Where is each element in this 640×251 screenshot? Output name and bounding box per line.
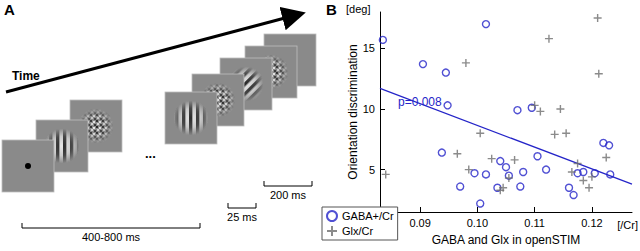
- svg-text:A: A: [4, 1, 15, 18]
- svg-text:Time: Time: [12, 69, 40, 83]
- svg-text:Orientation discrimination: Orientation discrimination: [346, 44, 360, 179]
- svg-text:15: 15: [363, 42, 375, 54]
- svg-text:GABA+/Cr: GABA+/Cr: [342, 210, 394, 222]
- svg-text:0.11: 0.11: [524, 217, 545, 229]
- svg-text:0.12: 0.12: [581, 217, 602, 229]
- svg-text:10: 10: [363, 103, 375, 115]
- svg-text:[/Cr]: [/Cr]: [617, 219, 638, 231]
- svg-text:200 ms: 200 ms: [270, 189, 307, 201]
- svg-text:5: 5: [369, 164, 375, 176]
- svg-text:p=0.008: p=0.008: [398, 95, 442, 109]
- svg-text:0.10: 0.10: [467, 217, 488, 229]
- svg-text:...: ...: [145, 146, 156, 161]
- svg-text:0.09: 0.09: [409, 217, 430, 229]
- svg-text:[deg]: [deg]: [346, 3, 370, 15]
- svg-text:Glx/Cr: Glx/Cr: [342, 225, 374, 237]
- svg-text:400-800 ms: 400-800 ms: [82, 231, 141, 243]
- svg-text:GABA and Glx in openSTIM: GABA and Glx in openSTIM: [432, 233, 581, 247]
- svg-text:B: B: [326, 1, 337, 18]
- svg-text:25 ms: 25 ms: [227, 211, 257, 223]
